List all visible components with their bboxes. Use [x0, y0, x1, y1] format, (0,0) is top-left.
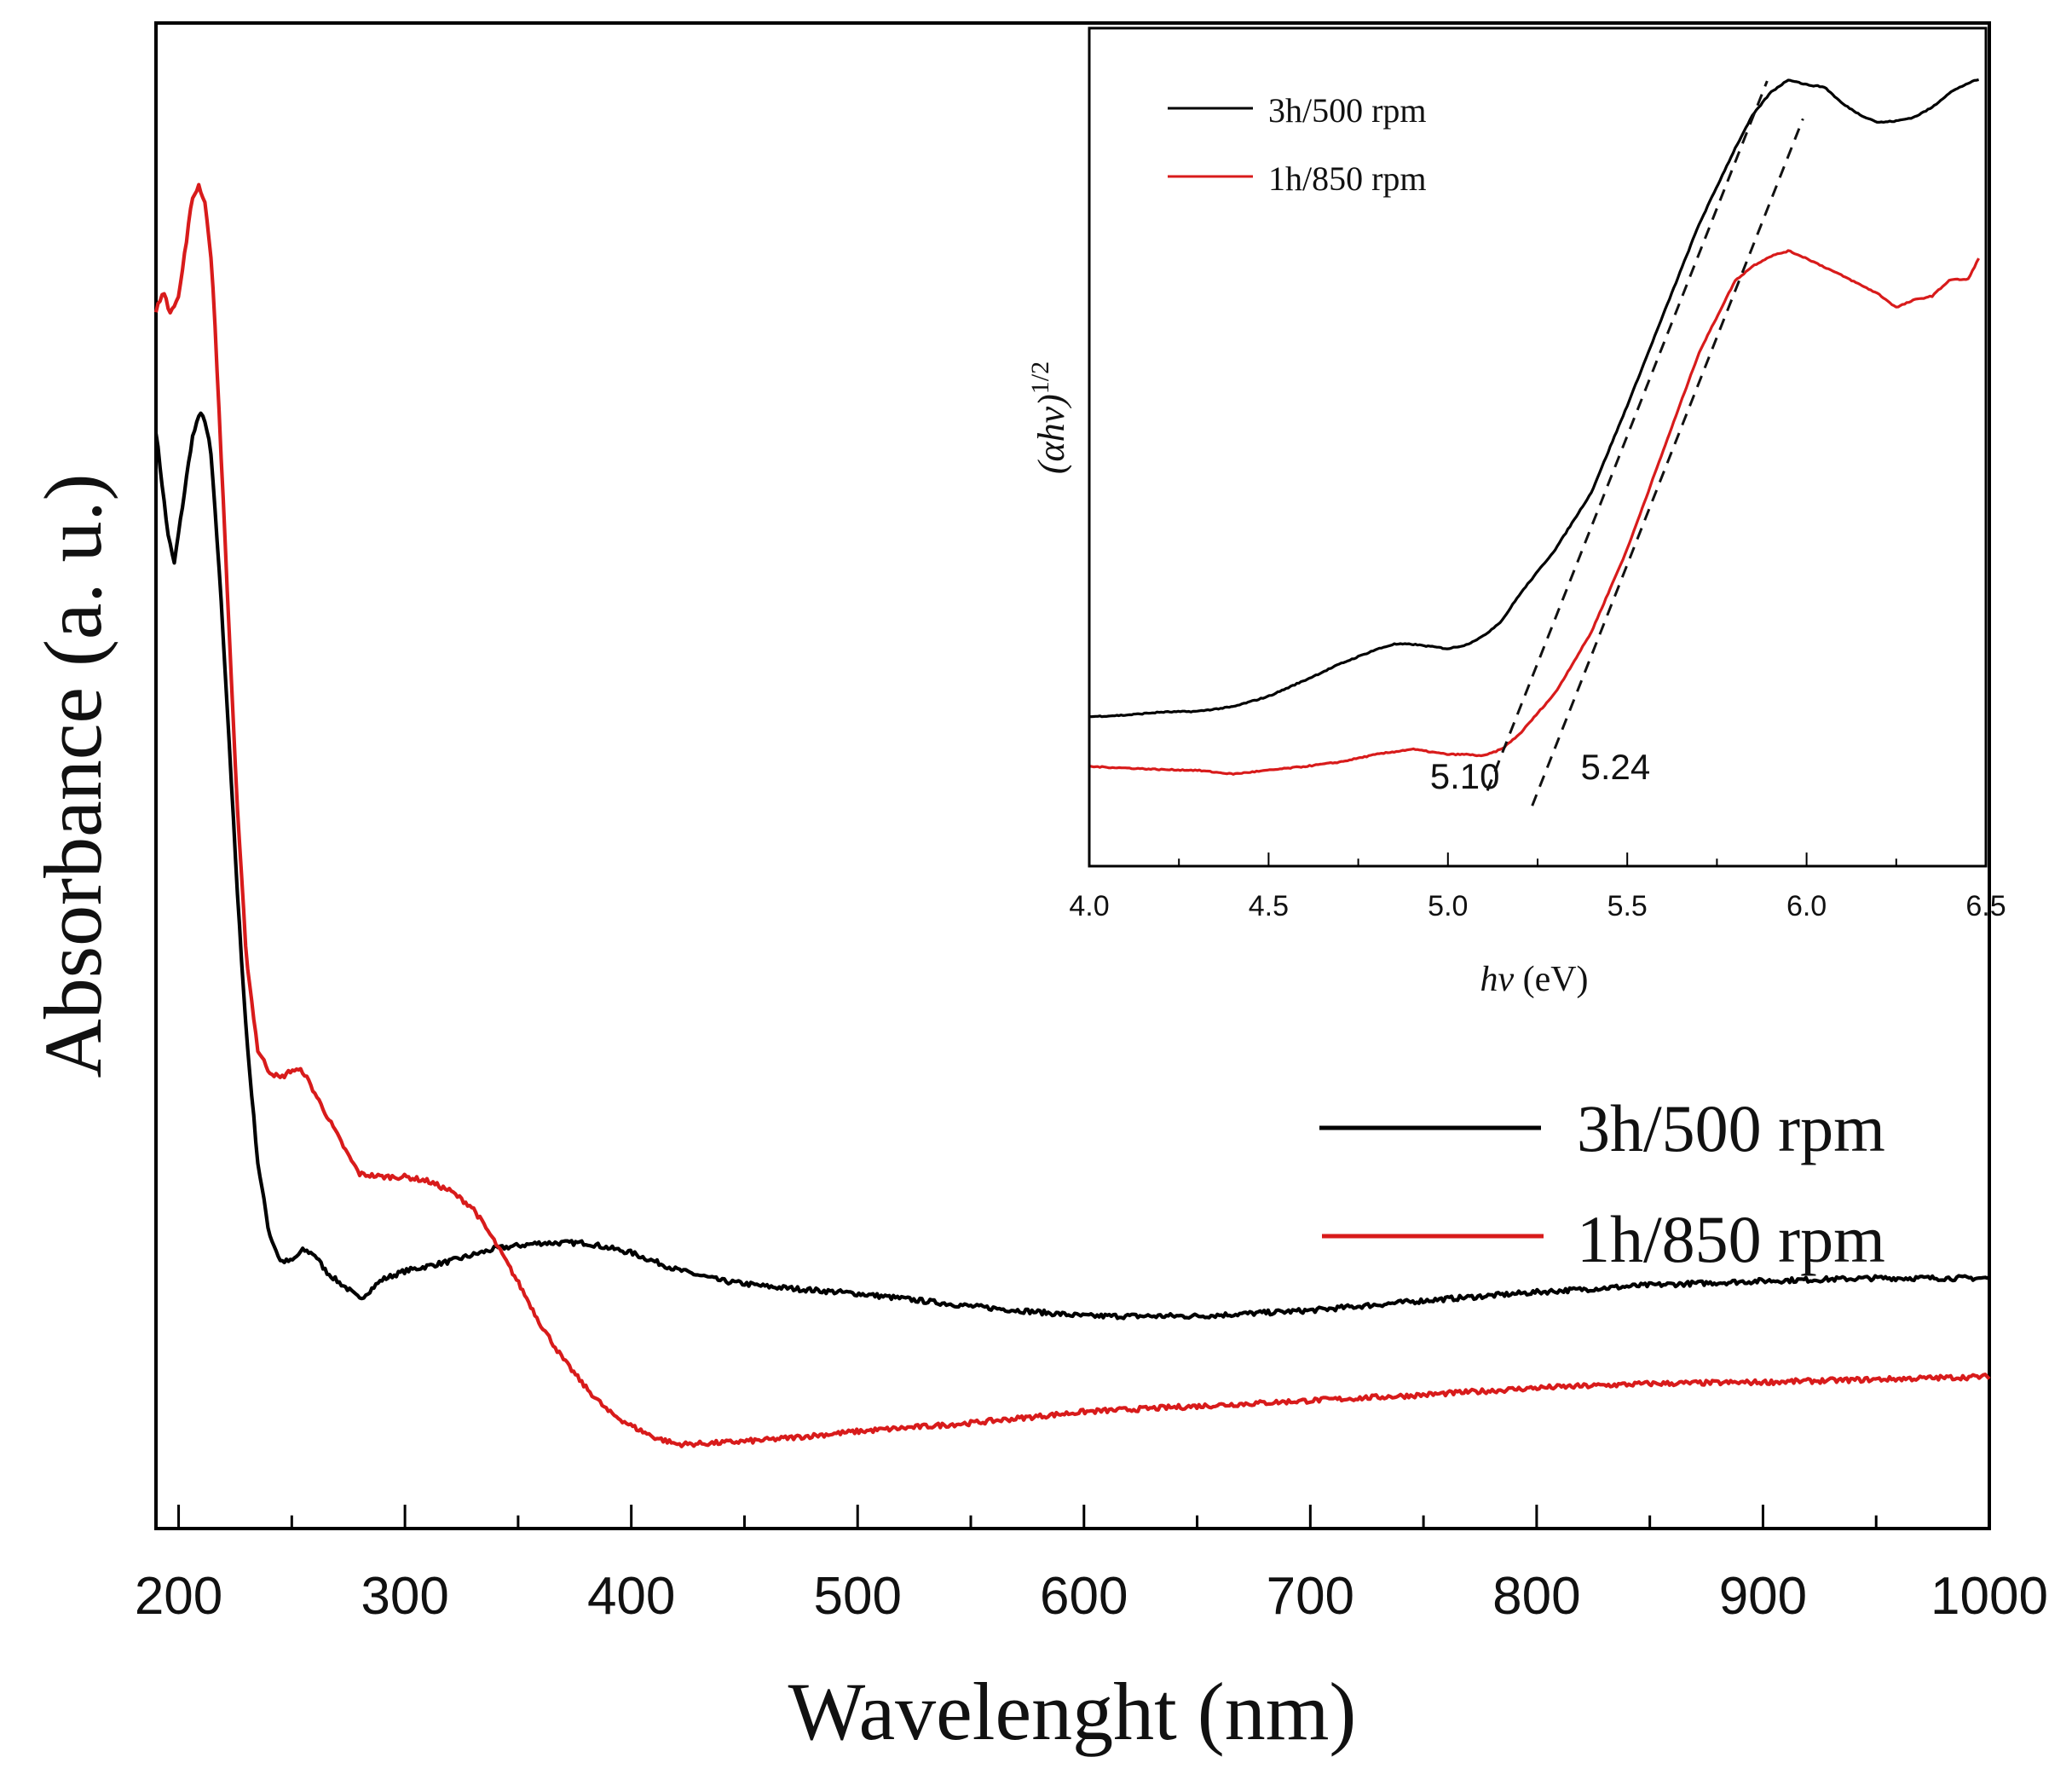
inset-tangent-line-1: [1531, 118, 1804, 806]
inset-x-tick-label: 4.5: [1249, 890, 1289, 922]
inset-x-axis-label: hv (eV): [1480, 960, 1588, 999]
inset-x-tick-label: 4.0: [1069, 890, 1109, 922]
main-x-tick-label: 500: [813, 1567, 901, 1626]
inset-annotations: 5.10 5.24: [1430, 747, 1650, 796]
inset-annotation-0: 5.10: [1430, 756, 1500, 796]
inset-background: [1089, 28, 1986, 866]
inset-x-tick-labels: 4.0 4.5 5.0 5.5 6.0 6.5: [1069, 890, 2006, 922]
inset-series-line-0: [1088, 78, 1979, 719]
main-series-line-0: [153, 411, 1991, 1321]
main-x-ticks: [177, 1505, 1991, 1529]
main-x-tick-label: 300: [361, 1567, 448, 1626]
main-legend-label-3h: 3h/500 rpm: [1577, 1091, 1885, 1165]
main-legend: 3h/500 rpm 1h/850 rpm: [1319, 1091, 1885, 1276]
main-x-tick-labels: 200 300 400 500 600 700 800 900 1000: [135, 1567, 2048, 1626]
inset-legend-label-3h: 3h/500 rpm: [1268, 91, 1427, 130]
inset-legend-label-1h: 1h/850 rpm: [1268, 159, 1427, 198]
inset-tangent-line-0: [1486, 80, 1769, 791]
inset-x-tick-label: 5.5: [1607, 890, 1648, 922]
main-series-line-1: [153, 182, 1991, 1448]
inset-legend: 3h/500 rpm 1h/850 rpm: [1168, 91, 1427, 198]
inset-tangent-lines: [1486, 80, 1804, 806]
main-x-axis-label: Wavelenght (nm): [788, 1666, 1357, 1757]
inset-plot: 4.0 4.5 5.0 5.5 6.0 6.5 5.10 5.24 3h/500 rpm 1…: [1026, 26, 2006, 999]
main-x-tick-label: 800: [1492, 1567, 1580, 1626]
main-x-tick-label: 700: [1267, 1567, 1354, 1626]
inset-series-line-1: [1088, 249, 1980, 776]
main-legend-label-1h: 1h/850 rpm: [1577, 1202, 1885, 1276]
main-x-tick-label: 600: [1040, 1567, 1128, 1626]
inset-x-ticks: [1088, 853, 1987, 866]
main-x-tick-label: 400: [587, 1567, 675, 1626]
main-plot: 200 300 400 500 600 700 800 900 1000 Wavelenght …: [27, 21, 2048, 1757]
inset-x-tick-label: 6.0: [1786, 890, 1827, 922]
inset-x-tick-label: 6.5: [1965, 890, 2006, 922]
inset-series: [1088, 78, 1980, 776]
main-y-axis-label: Absorbance (a. u.): [27, 473, 118, 1078]
main-x-tick-label: 200: [135, 1567, 222, 1626]
inset-annotation-1: 5.24: [1580, 747, 1650, 787]
main-x-tick-label: 900: [1719, 1567, 1807, 1626]
main-series: [153, 182, 1991, 1448]
inset-y-axis-label: (αhv)1/2: [1026, 361, 1072, 474]
main-x-tick-label: 1000: [1931, 1567, 2048, 1626]
main-plot-frame: [154, 21, 1991, 1530]
inset-x-tick-label: 5.0: [1428, 890, 1468, 922]
